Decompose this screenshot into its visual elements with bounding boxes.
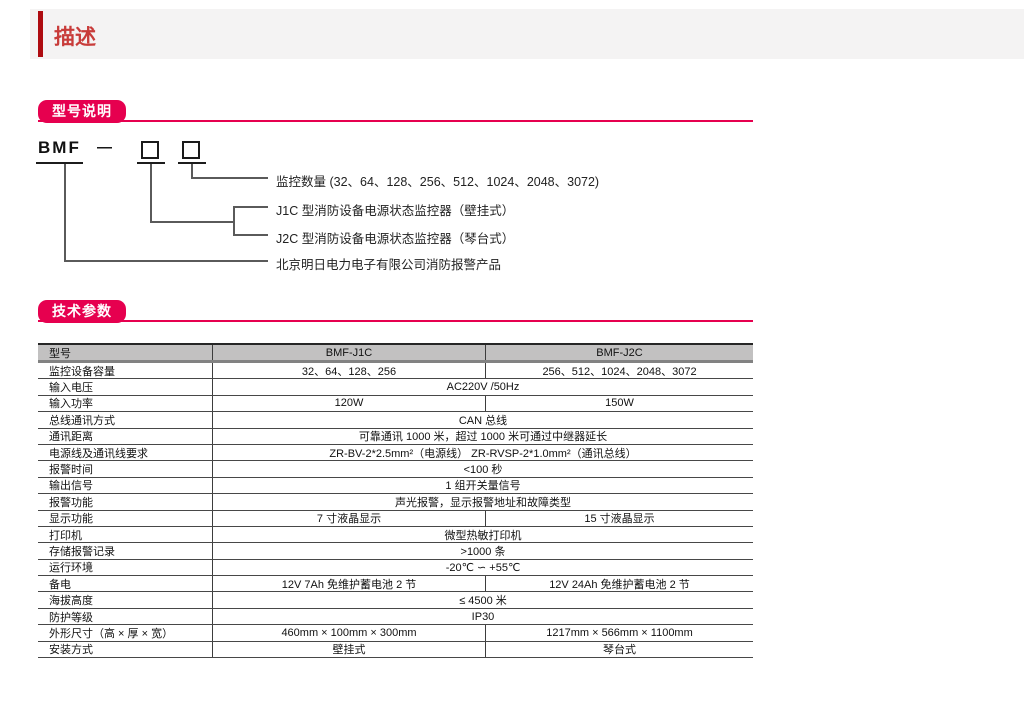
row-value-cell-j1c: 12V 7Ah 免维护蓄电池 2 节 <box>212 576 485 592</box>
row-label-cell: 总线通讯方式 <box>49 414 115 427</box>
row-value-cell-span: 1 组开关量信号 <box>212 477 753 494</box>
row-value-cell-span: CAN 总线 <box>212 412 753 428</box>
specs-table: 型号 BMF-J1C BMF-J2C 监控设备容量 32、64、128、256 25… <box>38 343 753 659</box>
row-value-cell-j2c: 琴台式 <box>485 641 753 658</box>
connector-line <box>64 260 268 262</box>
table-row: 输入功率 120W 150W <box>38 395 753 413</box>
row-value-cell-span: AC220V /50Hz <box>212 379 753 395</box>
table-row: 运行环境 -20℃ ∽ +55℃ <box>38 559 753 577</box>
underline-bmf <box>36 162 83 164</box>
model-code-box-2 <box>182 141 200 159</box>
model-note-quantity: 监控数量 (32、64、128、256、512、1024、2048、3072) <box>276 175 600 189</box>
row-label-cell: 运行环境 <box>49 562 93 575</box>
row-value-cell-j2c: 12V 24Ah 免维护蓄电池 2 节 <box>485 576 753 592</box>
description-banner: 描述 <box>30 9 1024 59</box>
header-cell-j2c: BMF-J2C <box>485 345 753 360</box>
row-value-cell-span: 可靠通讯 1000 米，超过 1000 米可通过中继器延长 <box>212 428 753 444</box>
row-value-cell-j1c: 壁挂式 <box>212 641 485 658</box>
table-row: 电源线及通讯线要求 ZR-BV-2*2.5mm²（电源线） ZR-RVSP-2*1… <box>38 444 753 462</box>
row-label-cell: 显示功能 <box>49 513 93 526</box>
connector-line <box>233 206 235 236</box>
connector-line <box>191 177 268 179</box>
row-label-cell: 报警时间 <box>49 464 93 477</box>
row-label-cell: 安装方式 <box>49 644 93 657</box>
connector-line <box>150 221 235 223</box>
row-value-cell-span: ZR-BV-2*2.5mm²（电源线） ZR-RVSP-2*1.0mm²（通讯总… <box>212 444 753 461</box>
row-value-cell-j2c: 256、512、1024、2048、3072 <box>485 363 753 379</box>
page-title: 描述 <box>54 26 96 49</box>
row-value-cell-j2c: 15 寸液晶显示 <box>485 510 753 526</box>
row-value-cell-span: ≤ 4500 米 <box>212 592 753 608</box>
row-value-cell-span: IP30 <box>212 608 753 625</box>
row-value-cell-j1c: 32、64、128、256 <box>212 363 485 379</box>
table-row: 通讯距离 可靠通讯 1000 米，超过 1000 米可通过中继器延长 <box>38 428 753 445</box>
table-row: 报警功能 声光报警，显示报警地址和故障类型 <box>38 494 753 511</box>
specs-table-body: 监控设备容量 32、64、128、256 256、512、1024、2048、307… <box>38 363 753 659</box>
model-section-badge: 型号说明 <box>38 100 126 123</box>
connector-line <box>64 164 66 262</box>
row-label-cell: 打印机 <box>49 529 82 542</box>
row-label-cell: 海拔高度 <box>49 595 93 608</box>
row-value-cell-j1c: 7 寸液晶显示 <box>212 510 485 526</box>
table-row: 显示功能 7 寸液晶显示 15 寸液晶显示 <box>38 510 753 527</box>
table-header-row: 型号 BMF-J1C BMF-J2C <box>38 345 753 363</box>
row-label-cell: 备电 <box>49 578 71 591</box>
row-label-cell: 电源线及通讯线要求 <box>49 447 148 460</box>
model-note-company: 北京明日电力电子有限公司消防报警产品 <box>276 258 502 272</box>
row-value-cell-j2c: 150W <box>485 395 753 412</box>
model-section-rule <box>38 120 753 122</box>
model-note-j2c: J2C 型消防设备电源状态监控器（琴台式） <box>276 232 515 246</box>
table-row: 安装方式 壁挂式 琴台式 <box>38 641 753 659</box>
connector-line <box>150 164 152 222</box>
underline-box-1 <box>137 162 165 164</box>
model-note-j1c: J1C 型消防设备电源状态监控器（壁挂式） <box>276 204 515 218</box>
header-cell-j1c: BMF-J1C <box>212 345 485 360</box>
row-label-cell: 报警功能 <box>49 496 93 509</box>
table-row: 防护等级 IP30 <box>38 608 753 626</box>
model-code-box-1 <box>141 141 159 159</box>
table-row: 输入电压 AC220V /50Hz <box>38 379 753 396</box>
row-label-cell: 存储报警记录 <box>49 546 115 558</box>
specs-section-rule <box>38 320 753 322</box>
connector-line <box>233 234 268 236</box>
table-row: 备电 12V 7Ah 免维护蓄电池 2 节 12V 24Ah 免维护蓄电池 2 节 <box>38 576 753 593</box>
underline-box-2 <box>178 162 206 164</box>
table-row: 海拔高度 ≤ 4500 米 <box>38 592 753 609</box>
row-label-cell: 监控设备容量 <box>49 365 115 378</box>
table-row: 打印机 微型热敏打印机 <box>38 526 753 544</box>
model-prefix-text: BMF <box>38 138 81 157</box>
row-label-cell: 输出信号 <box>49 480 93 493</box>
model-dash: — <box>97 139 112 156</box>
table-row: 总线通讯方式 CAN 总线 <box>38 412 753 429</box>
specs-section-badge: 技术参数 <box>38 300 126 323</box>
row-value-cell-j1c: 460mm × 100mm × 300mm <box>212 625 485 641</box>
row-value-cell-span: >1000 条 <box>212 543 753 559</box>
row-label-cell: 输入电压 <box>49 382 93 395</box>
table-row: 外形尺寸（高 × 厚 × 宽） 460mm × 100mm × 300mm 1217… <box>38 625 753 642</box>
connector-line <box>233 206 268 208</box>
table-row: 存储报警记录 >1000 条 <box>38 543 753 560</box>
connector-line <box>191 164 193 178</box>
red-accent-bar <box>38 11 43 57</box>
row-label-cell: 防护等级 <box>49 611 93 624</box>
row-value-cell-j2c: 1217mm × 566mm × 1100mm <box>485 625 753 641</box>
row-value-cell-span: -20℃ ∽ +55℃ <box>212 559 753 576</box>
row-value-cell-span: 微型热敏打印机 <box>212 526 753 543</box>
table-row: 监控设备容量 32、64、128、256 256、512、1024、2048、307… <box>38 363 753 380</box>
row-value-cell-j1c: 120W <box>212 395 485 412</box>
row-value-cell-span: 声光报警，显示报警地址和故障类型 <box>212 494 753 510</box>
row-label-cell: 输入功率 <box>49 398 93 411</box>
table-row: 输出信号 1 组开关量信号 <box>38 477 753 495</box>
header-cell-model: 型号 <box>49 347 71 360</box>
row-value-cell-span: <100 秒 <box>212 461 753 477</box>
table-row: 报警时间 <100 秒 <box>38 461 753 478</box>
row-label-cell: 外形尺寸（高 × 厚 × 宽） <box>49 627 174 640</box>
row-label-cell: 通讯距离 <box>49 431 93 444</box>
